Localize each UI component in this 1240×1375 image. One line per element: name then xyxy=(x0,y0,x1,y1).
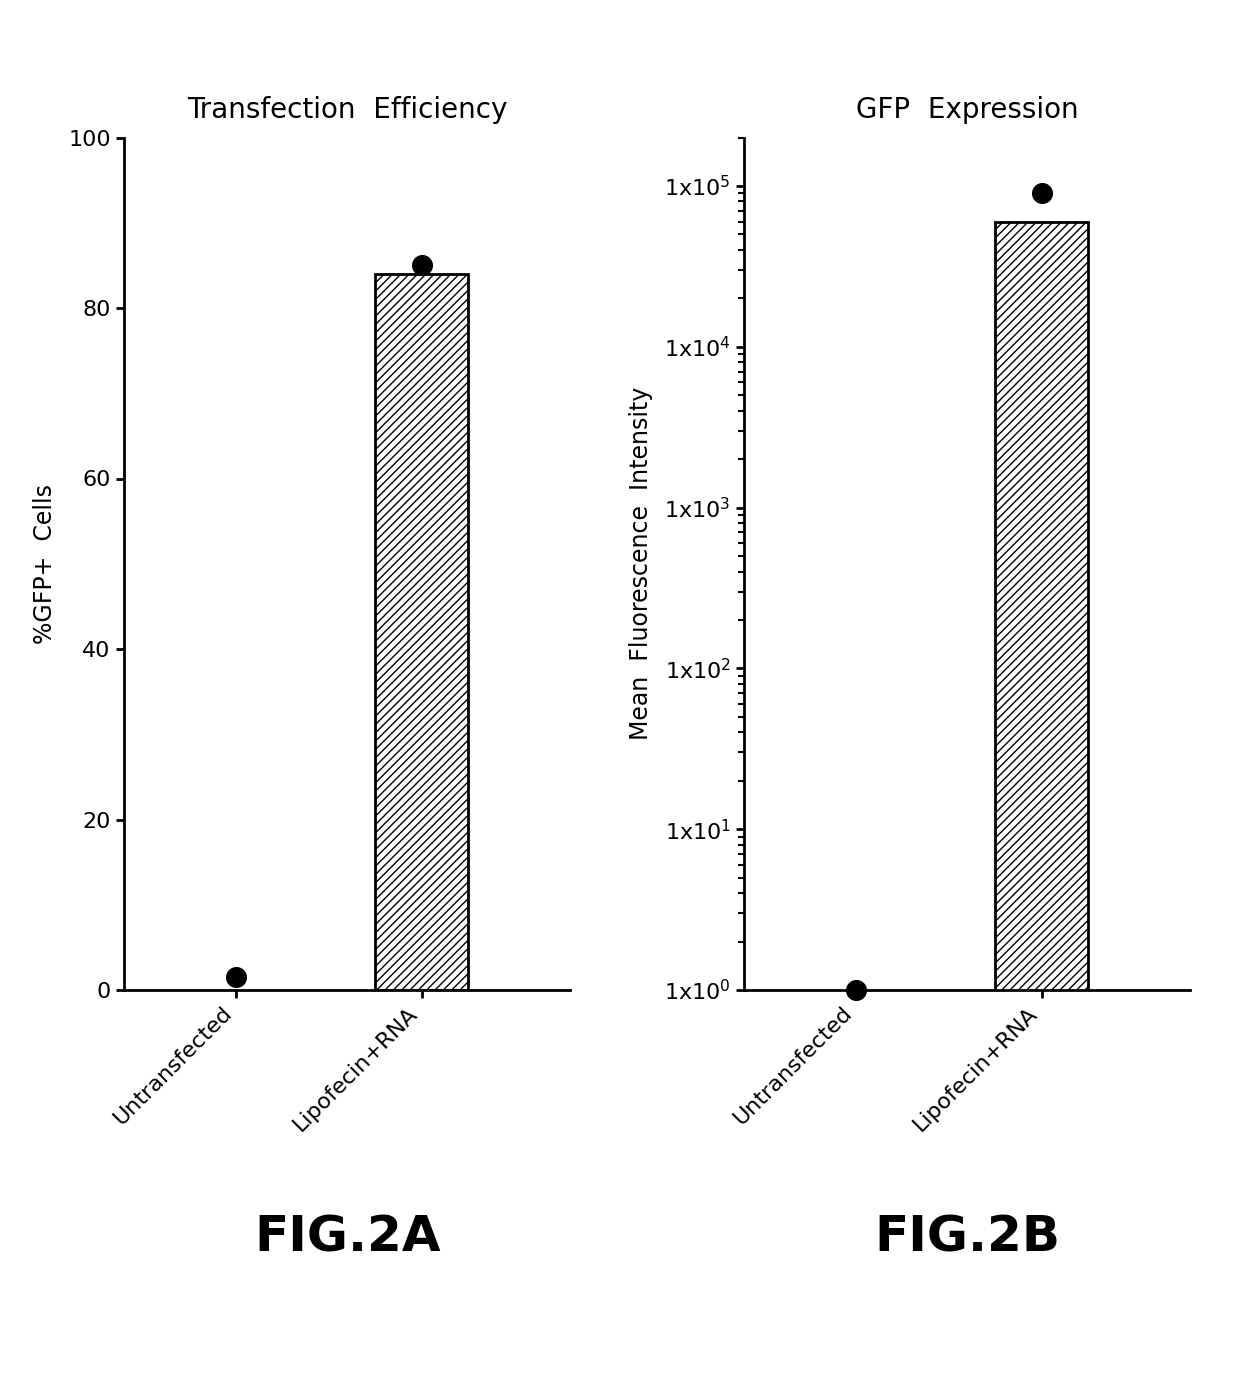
Bar xyxy=(994,221,1089,1375)
Text: FIG.2A: FIG.2A xyxy=(254,1214,440,1261)
Y-axis label: Mean  Fluorescence  Intensity: Mean Fluorescence Intensity xyxy=(629,388,653,740)
Point xyxy=(846,979,866,1001)
Point xyxy=(226,967,246,989)
Point xyxy=(412,254,432,276)
Title: GFP  Expression: GFP Expression xyxy=(856,96,1079,124)
Title: Transfection  Efficiency: Transfection Efficiency xyxy=(187,96,507,124)
Point xyxy=(1032,183,1052,205)
Text: FIG.2B: FIG.2B xyxy=(874,1214,1060,1261)
Bar xyxy=(374,274,469,990)
Y-axis label: %GFP+  Cells: %GFP+ Cells xyxy=(33,484,57,644)
